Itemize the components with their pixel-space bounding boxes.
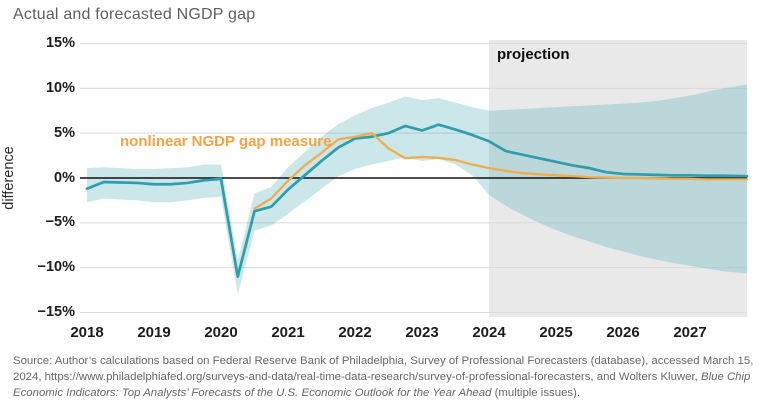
projection-annotation: projection: [497, 46, 570, 63]
chart-title: Actual and forecasted NGDP gap: [13, 6, 256, 23]
source-suffix: (multiple issues).: [491, 386, 581, 399]
nonlinear-series-annotation: nonlinear NGDP gap measure: [120, 133, 332, 150]
source-text: Source: Author’s calculations based on F…: [13, 355, 754, 383]
confidence-band: [87, 84, 747, 295]
source-italic-title: Blue Chip Economic Indicators: Top Analy…: [13, 370, 751, 399]
nonlinear-ngdp-gap-line: [253, 132, 749, 210]
source-note: Source: Author’s calculations based on F…: [13, 354, 755, 402]
y-axis-title: difference: [1, 146, 17, 210]
actual-ngdp-gap-line: [85, 123, 749, 278]
